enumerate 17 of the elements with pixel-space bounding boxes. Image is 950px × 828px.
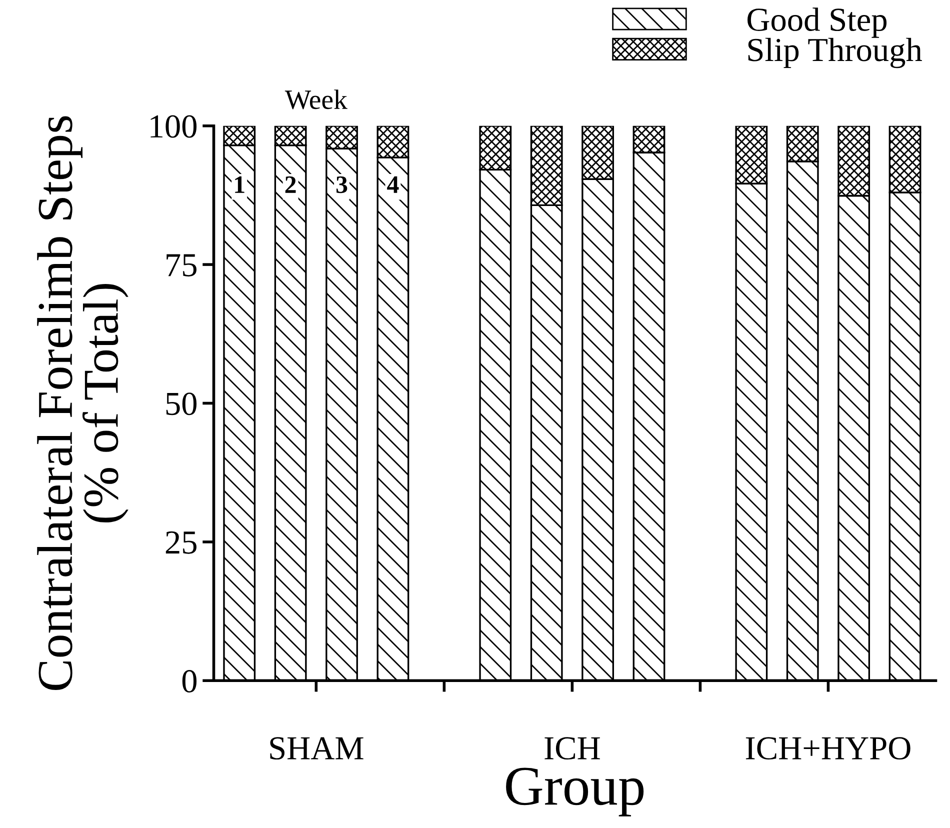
y-tick-label: 0 (182, 670, 197, 693)
text: Week (284, 90, 348, 110)
legend-label: Good Step (748, 8, 887, 38)
y-tick-label: 100 (150, 115, 197, 138)
y-tick-label: 25 (166, 531, 196, 554)
text: ICH (544, 737, 600, 760)
x-axis-title: Group (506, 768, 644, 816)
annotation: 1 (235, 176, 244, 193)
annotation: 3 (336, 176, 348, 194)
y-tick-label: 75 (166, 254, 196, 276)
y-axis-title: Contralateral Forelimb Steps (% of Total) (37, 116, 128, 690)
text: ICH+HYPO (746, 737, 910, 760)
legend-label: Slip Through (748, 38, 922, 68)
y-tick-label: 50 (166, 392, 197, 416)
annotation: 4 (387, 176, 399, 193)
annotation: 2 (285, 176, 296, 193)
text: SHAM (270, 737, 364, 760)
